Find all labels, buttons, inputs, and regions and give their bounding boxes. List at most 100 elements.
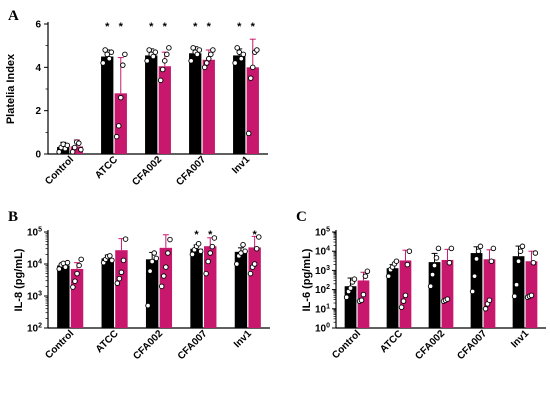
- data-point: [114, 280, 121, 287]
- bar: [428, 262, 441, 328]
- data-point: [511, 293, 518, 300]
- x-category-label: ATCC: [93, 154, 120, 181]
- data-point: [157, 77, 164, 84]
- bar: [115, 250, 128, 328]
- data-point: [152, 49, 159, 55]
- bar: [114, 93, 127, 154]
- data-point: [56, 266, 62, 272]
- bar: [512, 256, 525, 328]
- data-point: [56, 149, 62, 155]
- data-point: [208, 51, 214, 58]
- significance-star: *: [149, 21, 154, 33]
- y-tick-label: 105: [315, 227, 330, 239]
- data-point: [240, 241, 246, 248]
- data-point: [161, 273, 167, 279]
- data-point: [122, 236, 129, 242]
- data-point: [102, 47, 108, 53]
- data-point: [195, 240, 202, 247]
- data-point: [254, 47, 260, 53]
- bar: [101, 258, 114, 328]
- data-point: [78, 146, 84, 153]
- data-point: [203, 270, 209, 277]
- significance-star: *: [105, 21, 110, 33]
- data-point: [190, 45, 196, 51]
- x-category-label: ATCC: [94, 328, 121, 355]
- data-point: [343, 294, 350, 300]
- data-point: [435, 245, 442, 252]
- data-point: [398, 304, 405, 311]
- data-point: [159, 66, 166, 73]
- data-point: [232, 60, 238, 66]
- panel-c: C IL-6 (pg/mL)100 101 102 103 104 105 Control AT…: [296, 209, 546, 362]
- data-point: [469, 288, 476, 295]
- data-point: [163, 264, 169, 270]
- y-tick-label: 102: [315, 284, 330, 296]
- data-point: [475, 248, 482, 254]
- data-point: [240, 51, 247, 58]
- data-point: [113, 133, 120, 140]
- data-point: [120, 257, 127, 264]
- data-point: [234, 261, 240, 267]
- data-point: [406, 248, 413, 254]
- bar: [204, 246, 217, 328]
- data-point: [203, 60, 210, 66]
- data-point: [162, 58, 168, 64]
- data-point: [431, 262, 438, 269]
- y-tick-label: 2: [35, 106, 41, 117]
- bar: [357, 280, 370, 328]
- data-point: [236, 49, 242, 55]
- data-point: [429, 271, 436, 278]
- data-point: [164, 51, 170, 58]
- data-point: [532, 250, 539, 256]
- bar: [57, 265, 70, 328]
- data-point: [488, 258, 495, 264]
- data-point: [106, 55, 113, 62]
- data-point: [360, 291, 367, 298]
- data-point: [247, 75, 254, 81]
- data-point: [471, 273, 478, 279]
- x-category-label: Control: [330, 328, 363, 361]
- x-category-label: Inv1: [509, 328, 531, 350]
- data-point: [104, 51, 110, 58]
- data-point: [145, 302, 151, 309]
- data-point: [120, 62, 126, 68]
- significance-star: *: [251, 21, 256, 33]
- data-point: [209, 243, 216, 250]
- y-tick-label: 104: [315, 246, 330, 258]
- x-category-label: Control: [43, 154, 76, 187]
- significance-star: *: [252, 229, 257, 241]
- y-tick-label: 101: [315, 303, 330, 315]
- significance-star: *: [163, 21, 168, 33]
- x-category-label: CFA007: [174, 154, 208, 188]
- bar: [145, 259, 159, 328]
- y-axis-label: IL-8 (pg/mL): [13, 248, 25, 311]
- data-point: [76, 262, 82, 269]
- bar: [101, 56, 114, 154]
- data-point: [118, 269, 125, 276]
- significance-star: *: [237, 21, 242, 33]
- y-tick-label: 6: [35, 20, 41, 31]
- bar: [386, 268, 399, 328]
- data-point: [100, 60, 106, 66]
- data-point: [158, 283, 165, 290]
- y-tick-label: 103: [315, 265, 330, 277]
- x-category-label: Inv1: [232, 328, 254, 350]
- data-point: [402, 292, 409, 299]
- data-point: [107, 253, 113, 259]
- x-category-label: CFA002: [131, 328, 165, 362]
- panel-b: B IL-8 (pg/mL)102 103 104 105 Control ATCC CFA0…: [8, 209, 270, 362]
- y-tick-label: 4: [35, 63, 41, 74]
- data-point: [150, 53, 157, 60]
- data-point: [530, 260, 537, 266]
- data-point: [473, 256, 480, 262]
- bar: [246, 67, 259, 154]
- data-point: [245, 130, 252, 137]
- data-point: [188, 58, 194, 64]
- data-point: [116, 275, 123, 282]
- data-point: [74, 270, 80, 277]
- data-point: [165, 250, 171, 256]
- data-point: [115, 123, 122, 129]
- data-point: [427, 283, 434, 289]
- x-category-label: CFA007: [176, 328, 210, 362]
- bar: [57, 147, 70, 154]
